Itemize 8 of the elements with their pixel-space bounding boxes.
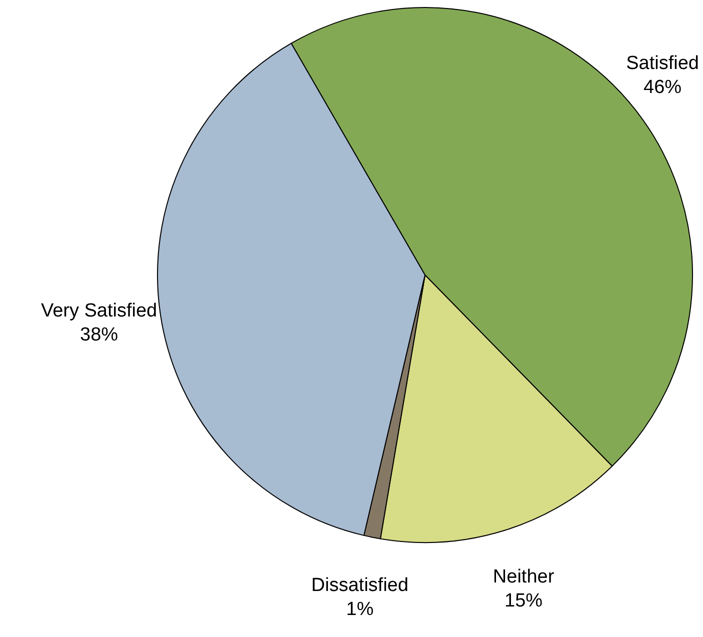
data-label: 46%	[644, 77, 682, 98]
data-label: 38%	[80, 324, 118, 346]
slice-label: Satisfied	[626, 53, 699, 74]
slice-label: Neither	[492, 566, 555, 588]
slice-label: Very Satisfied	[40, 300, 158, 322]
data-label: 1%	[346, 599, 374, 620]
data-label: 15%	[504, 590, 543, 612]
slice-label: Dissatisfied	[311, 575, 408, 596]
